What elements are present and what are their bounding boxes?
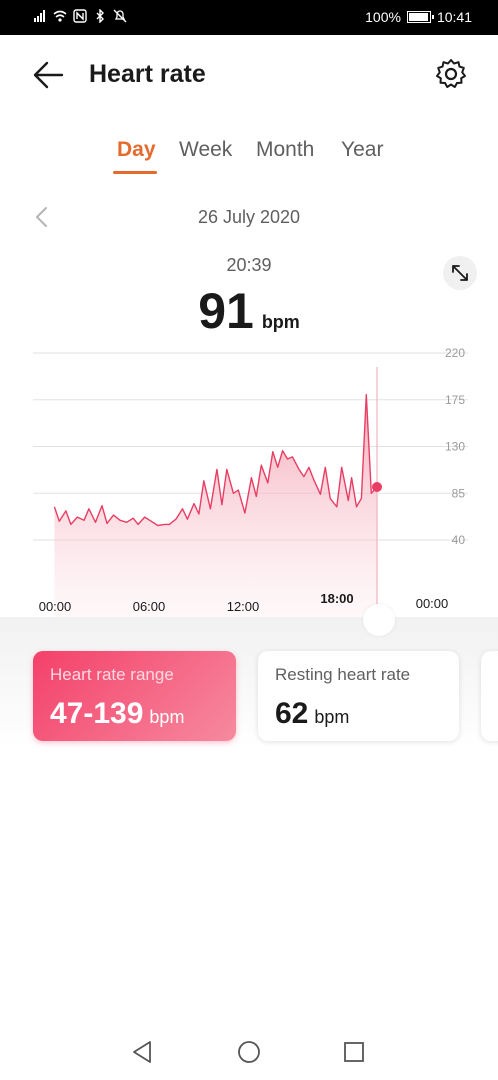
y-tick-label: 175 bbox=[445, 393, 465, 407]
x-tick-label: 00:00 bbox=[416, 596, 449, 611]
bpm-unit: bpm bbox=[261, 312, 300, 332]
next-card-peek[interactable] bbox=[481, 651, 498, 741]
date-navigator: 26 July 2020 bbox=[0, 205, 498, 235]
y-tick-label: 220 bbox=[445, 346, 465, 360]
battery-level-fill bbox=[408, 13, 428, 21]
period-tabs: Day Week Month Year bbox=[0, 138, 498, 178]
status-bar: 100% 10:41 bbox=[0, 0, 498, 35]
y-tick-label: 130 bbox=[445, 440, 465, 454]
app-header: Heart rate bbox=[0, 35, 498, 115]
resting-heart-rate-card[interactable]: Resting heart rate 62 bpm bbox=[258, 651, 459, 741]
y-tick-label: 40 bbox=[452, 533, 466, 547]
timeline-scrubber-handle[interactable] bbox=[363, 604, 395, 636]
heart-rate-chart: 220 175 130 85 40 00:00 06:00 12:00 18:00 00:00 bbox=[33, 346, 468, 617]
mute-icon bbox=[113, 9, 127, 23]
current-date: 26 July 2020 bbox=[197, 207, 301, 227]
gear-icon[interactable] bbox=[434, 57, 468, 91]
y-tick-label: 85 bbox=[452, 486, 466, 500]
signal-icon bbox=[34, 10, 45, 22]
expand-icon[interactable] bbox=[443, 256, 477, 290]
x-tick-label: 12:00 bbox=[227, 599, 260, 614]
heart-rate-area bbox=[54, 394, 378, 617]
card-title: Heart rate range bbox=[50, 665, 174, 684]
status-icons-left bbox=[33, 9, 127, 23]
heart-rate-line bbox=[53, 393, 378, 527]
triangle-back-icon[interactable] bbox=[130, 1039, 156, 1065]
battery-percent: 100% bbox=[365, 9, 401, 25]
resting-value: 62 bbox=[275, 697, 309, 730]
chevron-left-icon[interactable] bbox=[32, 205, 52, 229]
wifi-icon bbox=[53, 10, 67, 22]
current-reading: 91 bpm bbox=[0, 282, 498, 340]
circle-home-icon[interactable] bbox=[236, 1039, 262, 1065]
battery-icon bbox=[406, 11, 434, 23]
highlight-point bbox=[372, 482, 383, 493]
x-tick-label: 18:00 bbox=[320, 591, 353, 606]
card-title: Resting heart rate bbox=[275, 665, 411, 684]
square-recents-icon[interactable] bbox=[341, 1039, 367, 1065]
tab-day[interactable]: Day bbox=[117, 138, 156, 161]
status-icons-right: 100% 10:41 bbox=[365, 9, 472, 25]
x-tick-label: 06:00 bbox=[133, 599, 166, 614]
range-value: 47-139 bbox=[50, 697, 144, 730]
nfc-icon bbox=[73, 9, 87, 23]
page-title: Heart rate bbox=[89, 60, 206, 88]
range-unit: bpm bbox=[149, 707, 185, 727]
tab-month[interactable]: Month bbox=[256, 138, 315, 161]
card-value: 47-139 bpm bbox=[50, 697, 184, 731]
tab-year[interactable]: Year bbox=[341, 138, 384, 161]
bpm-value: 91 bbox=[198, 283, 254, 339]
heart-rate-range-card[interactable]: Heart rate range 47-139 bpm bbox=[33, 651, 236, 741]
card-value: 62 bpm bbox=[275, 697, 349, 731]
clock: 10:41 bbox=[436, 9, 472, 25]
x-tick-label: 00:00 bbox=[39, 599, 72, 614]
resting-unit: bpm bbox=[314, 707, 350, 727]
active-tab-indicator bbox=[113, 171, 157, 174]
bluetooth-icon bbox=[96, 9, 104, 23]
tab-week[interactable]: Week bbox=[179, 138, 233, 161]
reading-time: 20:39 bbox=[226, 255, 272, 275]
arrow-left-icon[interactable] bbox=[30, 57, 66, 93]
system-nav-bar bbox=[0, 1025, 498, 1080]
